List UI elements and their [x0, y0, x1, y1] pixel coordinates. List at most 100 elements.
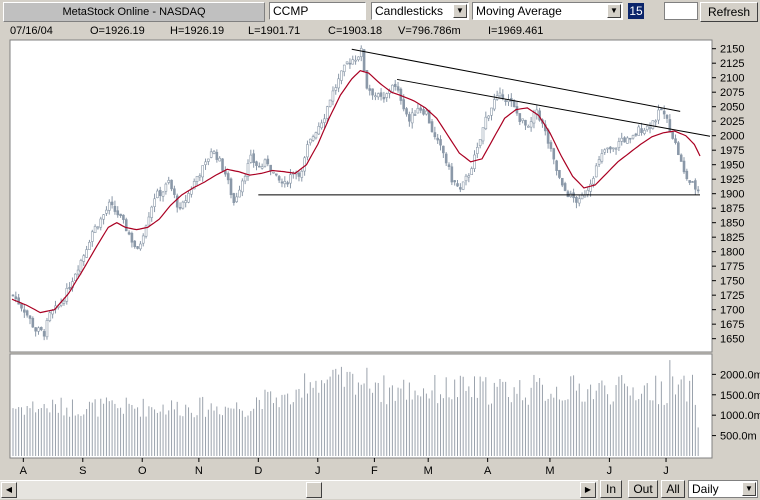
candle-body	[243, 175, 247, 182]
candle-body	[235, 196, 238, 203]
zoom-out-button[interactable]: Out	[628, 480, 658, 498]
candle-body	[580, 195, 584, 200]
price-tick-label: 1850	[720, 218, 744, 230]
price-tick-label: 1650	[720, 334, 744, 346]
interval-select[interactable]: Daily ▼	[688, 480, 758, 498]
chevron-down-icon[interactable]: ▼	[742, 482, 756, 496]
candle-body	[73, 273, 77, 281]
x-tick-label: M	[545, 465, 554, 477]
candle-body	[31, 317, 35, 328]
candle-body	[490, 107, 493, 116]
refresh-button[interactable]: Refresh	[700, 2, 758, 22]
chevron-down-icon[interactable]: ▼	[607, 4, 621, 18]
candle-body	[365, 70, 369, 89]
candle-body	[345, 61, 349, 64]
candle-body	[609, 146, 612, 150]
candle-body	[444, 153, 448, 164]
candle-body	[623, 137, 626, 143]
candle-body	[241, 180, 244, 193]
candle-body	[362, 49, 366, 71]
candle-body	[124, 219, 128, 232]
candle-body	[614, 148, 618, 150]
horizontal-scrollbar[interactable]: ◀ ▶	[0, 480, 598, 499]
show-all-button[interactable]: All	[661, 480, 685, 498]
candle-body	[640, 128, 643, 133]
indicator-select[interactable]: Moving Average ▼	[472, 2, 623, 20]
candle-body	[212, 151, 216, 154]
candle-body	[359, 48, 363, 58]
candle-body	[532, 112, 536, 124]
price-volume-chart[interactable]: 1650 1675 1700 1725 1750 1775 1800 1825 1850 1875…	[0, 38, 760, 480]
chart-style-select[interactable]: Candlesticks ▼	[371, 2, 469, 20]
candle-body	[178, 207, 182, 209]
candle-body	[476, 147, 479, 154]
price-tick-label: 1675	[720, 319, 744, 331]
x-tick-label: A	[484, 465, 492, 477]
quote-info-bar: 07/16/04 O=1926.19 H=1926.19 L=1901.71 C…	[0, 24, 760, 38]
candle-body	[246, 163, 250, 177]
candle-body	[224, 170, 227, 175]
candle-body	[433, 132, 437, 138]
candle-body	[379, 92, 383, 97]
candle-body	[37, 327, 40, 332]
candle-body	[348, 62, 352, 65]
candle-body	[555, 160, 558, 171]
candle-body	[300, 170, 304, 178]
candle-body	[481, 127, 485, 142]
scroll-right-arrow-icon[interactable]: ▶	[580, 482, 596, 498]
candle-body	[351, 59, 355, 65]
candle-body	[317, 126, 321, 135]
candle-body	[331, 90, 335, 102]
volume-tick-label: 500.0m	[720, 431, 757, 443]
period-input[interactable]: 15	[628, 3, 644, 19]
period-extra-field[interactable]	[664, 2, 698, 20]
candle-body	[34, 327, 37, 332]
candle-body	[175, 195, 179, 208]
zoom-in-button[interactable]: In	[600, 480, 622, 498]
x-tick-label: J	[607, 465, 613, 477]
candle-body	[660, 108, 663, 111]
candle-body	[311, 136, 315, 141]
candle-body	[88, 241, 91, 250]
candle-body	[654, 120, 657, 123]
chart-area[interactable]: 1650 1675 1700 1725 1750 1775 1800 1825 1850 1875…	[0, 38, 760, 483]
candle-body	[385, 93, 389, 98]
candle-body	[277, 176, 281, 181]
candle-body	[487, 115, 490, 119]
candle-body	[116, 210, 120, 216]
candle-body	[342, 64, 346, 73]
scroll-left-arrow-icon[interactable]: ◀	[1, 482, 17, 498]
candle-body	[382, 96, 386, 100]
chevron-down-icon[interactable]: ▼	[453, 4, 467, 18]
candle-body	[221, 158, 224, 171]
candle-body	[207, 158, 210, 162]
candle-body	[20, 303, 23, 309]
scroll-thumb[interactable]	[306, 482, 322, 498]
candle-body	[558, 170, 561, 178]
candle-body	[459, 187, 462, 190]
candle-body	[122, 214, 125, 220]
candle-body	[158, 189, 162, 196]
candle-body	[498, 92, 502, 97]
candle-body	[283, 181, 287, 185]
candle-body	[215, 151, 219, 160]
candle-body	[113, 205, 117, 212]
candle-body	[405, 108, 408, 115]
x-tick-label: D	[254, 465, 262, 477]
candle-body	[631, 135, 635, 139]
quote-volume: V=796.786m	[398, 25, 461, 37]
candle-body	[325, 106, 329, 119]
candle-body	[606, 147, 609, 150]
candle-body	[430, 121, 434, 133]
price-tick-label: 2000	[720, 131, 744, 143]
candle-body	[651, 120, 655, 129]
symbol-input[interactable]: CCMP	[269, 2, 366, 20]
x-tick-label: F	[371, 465, 378, 477]
candle-body	[436, 137, 439, 141]
x-tick-label: S	[79, 465, 86, 477]
candle-body	[391, 84, 394, 93]
candle-body	[102, 214, 105, 220]
candle-body	[620, 137, 624, 142]
candle-body	[566, 191, 570, 198]
candle-body	[45, 320, 49, 338]
